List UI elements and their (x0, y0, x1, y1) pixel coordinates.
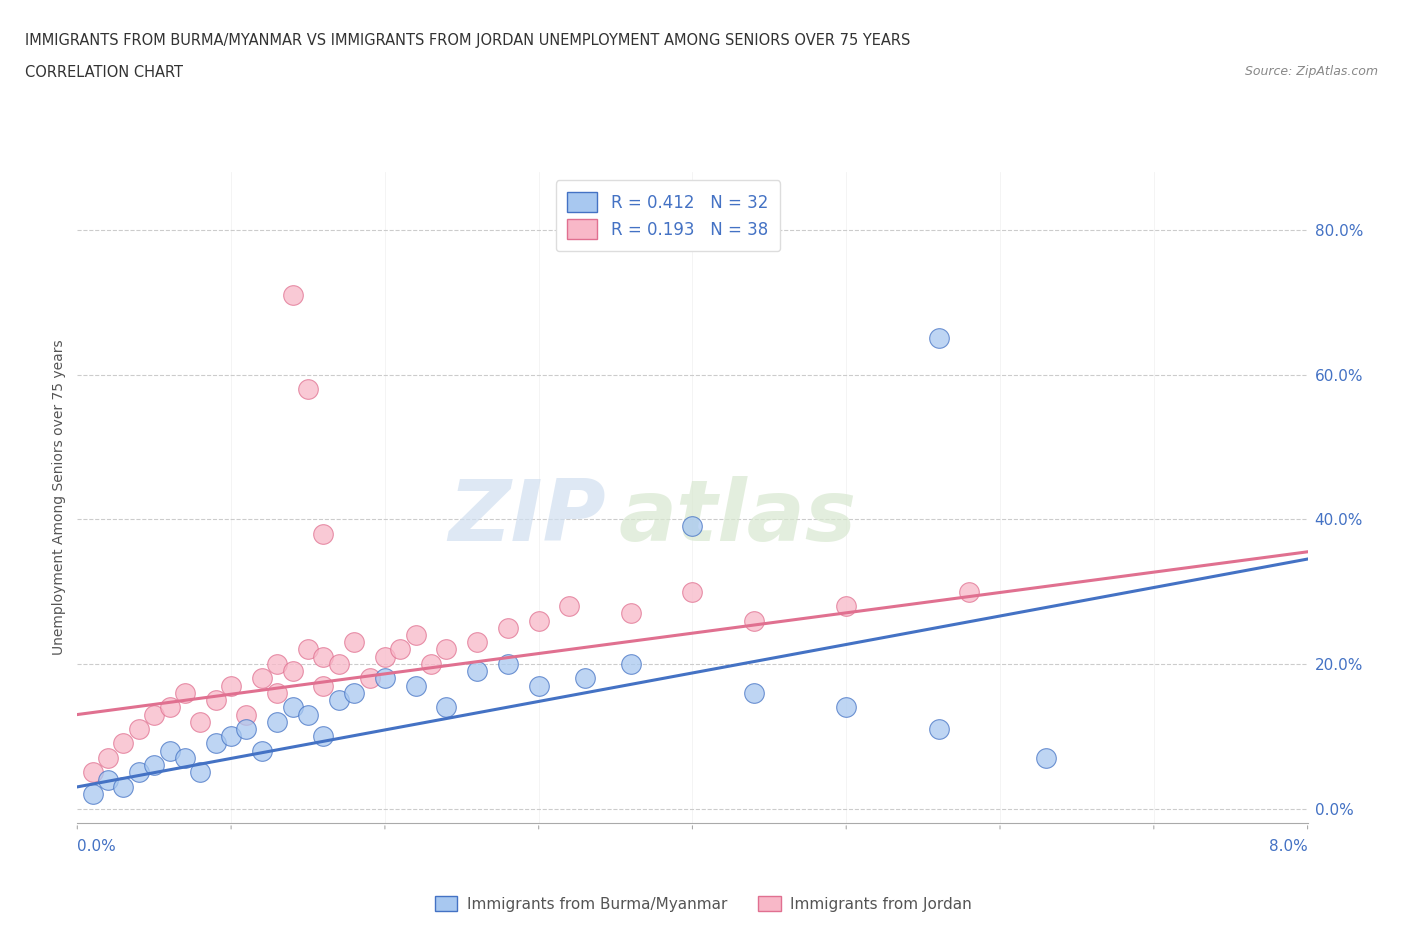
Text: atlas: atlas (619, 475, 856, 559)
Point (128, 765, 150, 780)
Point (465, 664, 488, 679)
Text: 8.0%: 8.0% (1268, 839, 1308, 854)
Point (219, 729, 242, 744)
Point (266, 685, 288, 700)
Point (312, 678, 335, 693)
Point (742, 613, 765, 628)
Point (190, 765, 212, 780)
Point (928, 331, 950, 346)
Point (312, 729, 335, 744)
Point (297, 707, 319, 722)
Point (374, 671, 396, 685)
Point (235, 707, 257, 722)
Point (328, 657, 350, 671)
Text: CORRELATION CHART: CORRELATION CHART (25, 65, 183, 80)
Point (97, 751, 120, 765)
Point (496, 657, 519, 671)
Point (436, 642, 458, 657)
Point (190, 714, 212, 729)
Point (266, 657, 288, 671)
Point (682, 519, 704, 534)
Point (620, 605, 643, 620)
Point (374, 649, 396, 664)
Point (82, 787, 104, 802)
Point (297, 381, 319, 396)
Point (682, 584, 704, 599)
Point (496, 620, 519, 635)
Point (204, 693, 226, 708)
Point (312, 526, 335, 541)
Point (235, 722, 257, 737)
Point (436, 700, 458, 715)
Text: 0.0%: 0.0% (77, 839, 117, 854)
Point (405, 678, 427, 693)
Point (389, 642, 412, 657)
Legend: R = 0.412   N = 32, R = 0.193   N = 38: R = 0.412 N = 32, R = 0.193 N = 38 (555, 180, 780, 251)
Point (250, 671, 273, 685)
Text: IMMIGRANTS FROM BURMA/MYANMAR VS IMMIGRANTS FROM JORDAN UNEMPLOYMENT AMONG SENIO: IMMIGRANTS FROM BURMA/MYANMAR VS IMMIGRA… (25, 33, 911, 47)
Point (835, 599, 858, 614)
Point (359, 671, 381, 685)
Legend: Immigrants from Burma/Myanmar, Immigrants from Jordan: Immigrants from Burma/Myanmar, Immigrant… (429, 889, 977, 918)
Point (143, 707, 166, 722)
Point (328, 693, 350, 708)
Point (174, 685, 197, 700)
Point (159, 700, 181, 715)
Point (928, 722, 950, 737)
Text: ZIP: ZIP (449, 475, 606, 559)
Point (112, 779, 135, 794)
Point (250, 743, 273, 758)
Point (281, 287, 304, 302)
Point (204, 736, 226, 751)
Point (297, 642, 319, 657)
Point (465, 635, 488, 650)
Point (1035, 751, 1057, 765)
Point (82, 765, 104, 780)
Point (835, 700, 858, 715)
Point (574, 671, 596, 685)
Point (343, 685, 366, 700)
Text: Source: ZipAtlas.com: Source: ZipAtlas.com (1244, 65, 1378, 78)
Point (558, 599, 581, 614)
Point (281, 700, 304, 715)
Point (174, 751, 197, 765)
Point (143, 758, 166, 773)
Point (527, 613, 550, 628)
Point (957, 584, 980, 599)
Point (281, 664, 304, 679)
Point (527, 678, 550, 693)
Point (97, 772, 120, 787)
Point (343, 635, 366, 650)
Point (312, 649, 335, 664)
Point (159, 743, 181, 758)
Point (112, 736, 135, 751)
Point (266, 714, 288, 729)
Point (742, 685, 765, 700)
Point (620, 657, 643, 671)
Point (128, 722, 150, 737)
Y-axis label: Unemployment Among Seniors over 75 years: Unemployment Among Seniors over 75 years (52, 339, 66, 656)
Point (420, 657, 443, 671)
Point (219, 678, 242, 693)
Point (405, 628, 427, 643)
